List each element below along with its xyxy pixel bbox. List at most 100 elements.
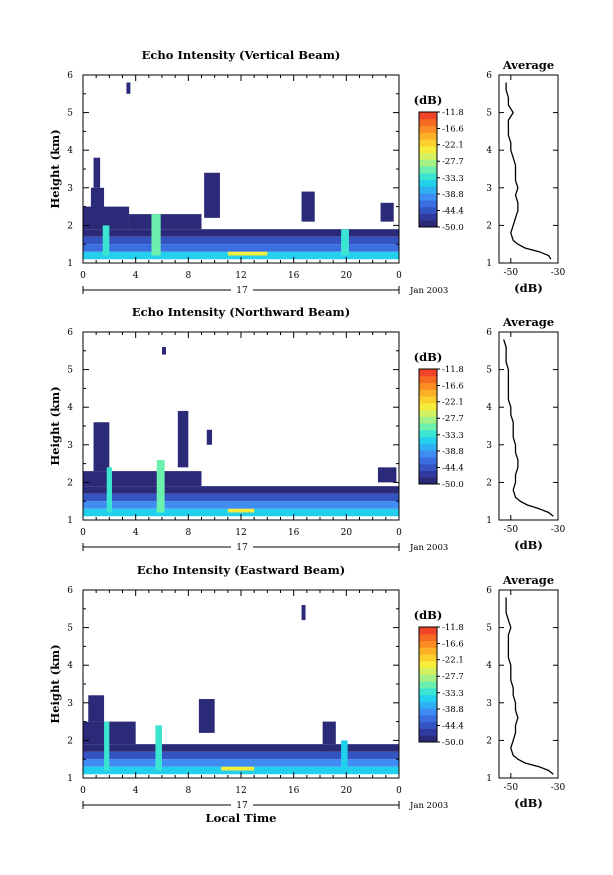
colorbar-unit-label: (dB) (414, 93, 443, 107)
heatmap-cell (177, 410, 189, 468)
profile-x-tick-label: -30 (551, 783, 566, 793)
date-suffix: Jan 2003 (409, 543, 448, 553)
panel-2: Echo Intensity (Eastward Beam)123456Heig… (48, 563, 566, 825)
panel-0: Echo Intensity (Vertical Beam)123456Heig… (48, 48, 566, 296)
colorbar-swatch (419, 166, 437, 174)
heatmap-cell (83, 486, 399, 494)
colorbar-tick-label: -27.7 (442, 157, 464, 167)
colorbar-tick-label: -33.3 (442, 174, 464, 184)
profile-x-label: (dB) (514, 538, 543, 552)
x-tick-label: 8 (185, 271, 191, 281)
colorbar-tick-label: -11.8 (442, 623, 464, 633)
heatmap-cell (206, 429, 213, 445)
colorbar-swatch (419, 714, 437, 723)
profile-title: Average (502, 315, 554, 329)
y-tick-label: 1 (67, 774, 73, 784)
x-tick-label: 4 (133, 271, 139, 281)
heatmap-cell (301, 191, 315, 222)
y-tick-label: 6 (67, 586, 73, 596)
heatmap-cell (227, 508, 255, 513)
colorbar-swatch (419, 172, 437, 181)
y-tick-label: 3 (67, 699, 73, 709)
date-suffix: Jan 2003 (409, 286, 448, 296)
colorbar-swatch (419, 206, 437, 214)
heatmap-cell (156, 459, 165, 513)
heatmap-cell (83, 744, 399, 752)
heatmap-cell (221, 766, 255, 771)
profile-y-tick-label: 1 (486, 774, 492, 784)
profile-y-tick-label: 3 (486, 699, 492, 709)
profile-y-tick-label: 5 (486, 109, 492, 119)
panel-title: Echo Intensity (Northward Beam) (132, 305, 350, 319)
heatmap-cell (83, 229, 399, 237)
colorbar-tick-label: -38.8 (442, 190, 464, 200)
profile-x-tick-label: -50 (504, 525, 519, 535)
colorbar-swatch (419, 396, 437, 404)
heatmap-cell (83, 236, 399, 245)
x-tick-label: 4 (133, 528, 139, 538)
y-tick-label: 5 (67, 366, 73, 376)
heatmap-cell (83, 501, 399, 509)
colorbar-tick-label: -22.1 (442, 141, 464, 151)
profile-y-tick-label: 1 (486, 259, 492, 269)
colorbar-swatch (419, 409, 437, 417)
x-tick-label: 8 (185, 786, 191, 796)
x-tick-label: 0 (80, 786, 86, 796)
y-axis-label: Height (km) (48, 386, 62, 465)
y-tick-label: 1 (67, 516, 73, 526)
x-tick-label: 0 (396, 528, 402, 538)
profile-y-tick-label: 2 (486, 478, 492, 488)
profile-frame (498, 589, 559, 779)
colorbar-swatch (419, 139, 437, 147)
heatmap-cell (341, 229, 349, 256)
colorbar-swatch (419, 443, 437, 451)
y-tick-label: 5 (67, 109, 73, 119)
heatmap-cell (301, 605, 306, 621)
profile-x-label: (dB) (514, 281, 543, 295)
profile-y-tick-label: 2 (486, 736, 492, 746)
colorbar-swatch (419, 701, 437, 709)
y-tick-label: 6 (67, 71, 73, 81)
y-tick-label: 1 (67, 259, 73, 269)
y-axis-label: Height (km) (48, 129, 62, 208)
profile-y-tick-label: 4 (486, 403, 492, 413)
colorbar-swatch (419, 450, 437, 458)
date-label-bg (231, 799, 253, 809)
profile-y-tick-label: 6 (486, 328, 492, 338)
profile-title: Average (502, 573, 554, 587)
colorbar-swatch (419, 179, 437, 187)
profile-y-tick-label: 1 (486, 516, 492, 526)
colorbar-tick-label: -22.1 (442, 398, 464, 408)
x-tick-label: 0 (80, 528, 86, 538)
colorbar-swatch (419, 186, 437, 194)
colorbar-swatch (419, 118, 437, 127)
heatmap-cell (380, 202, 394, 222)
colorbar-swatch (419, 159, 437, 167)
x-tick-label: 16 (288, 271, 300, 281)
colorbar-swatch (419, 402, 437, 411)
colorbar-swatch (419, 436, 437, 444)
colorbar-swatch (419, 633, 437, 642)
x-tick-label: 16 (288, 528, 300, 538)
colorbar-swatch (419, 125, 437, 133)
x-tick-label: 16 (288, 786, 300, 796)
panel-title: Echo Intensity (Eastward Beam) (137, 563, 345, 577)
colorbar-swatch (419, 213, 437, 221)
colorbar-unit-label: (dB) (414, 608, 443, 622)
profile-x-tick-label: -30 (551, 525, 566, 535)
colorbar-frame (418, 368, 438, 485)
colorbar-swatch (419, 654, 437, 662)
x-tick-label: 0 (396, 786, 402, 796)
x-tick-label: 12 (235, 271, 246, 281)
heatmap-cell (129, 214, 202, 230)
colorbar-tick-label: -16.6 (442, 382, 464, 392)
y-tick-label: 4 (67, 403, 73, 413)
heatmap-cell (162, 347, 166, 355)
heatmap-cell (93, 157, 101, 188)
colorbar-tick-label: -50.0 (442, 223, 464, 233)
x-tick-label: 20 (341, 528, 353, 538)
profile-y-tick-label: 5 (486, 366, 492, 376)
profile-y-tick-label: 6 (486, 586, 492, 596)
